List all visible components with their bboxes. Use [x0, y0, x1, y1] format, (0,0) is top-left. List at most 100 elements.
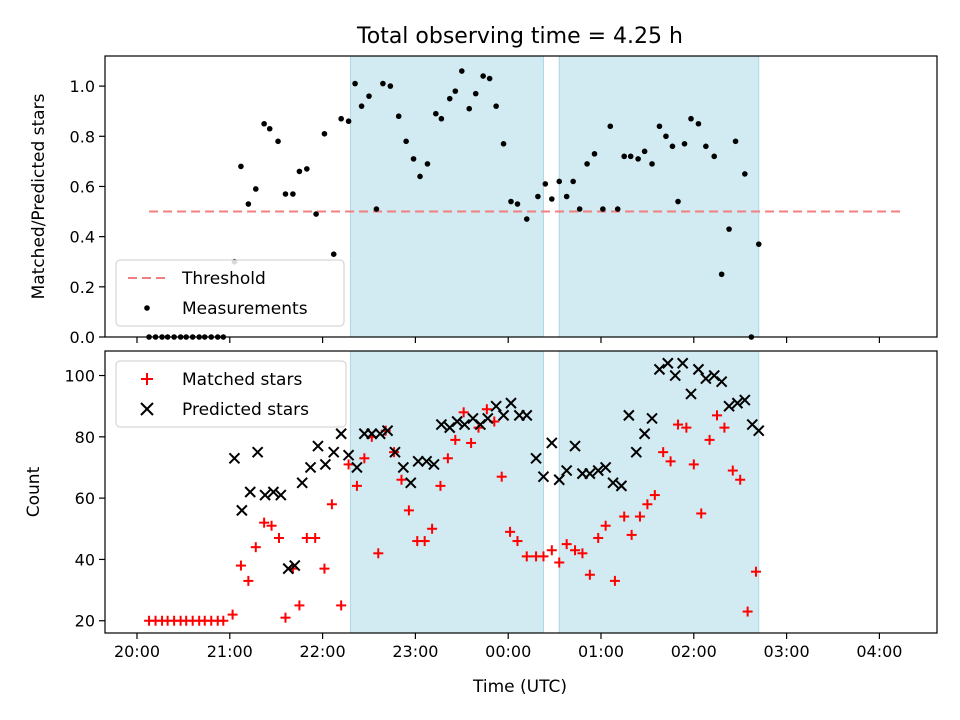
measurement-point — [486, 75, 493, 82]
matched-point — [577, 548, 588, 559]
measurement-point — [352, 80, 358, 87]
measurement-point — [304, 166, 310, 172]
x-tick-label: 20:00 — [114, 642, 160, 661]
predicted-point — [236, 504, 248, 517]
measurement-point — [542, 181, 549, 187]
predicted-point — [592, 464, 604, 477]
y-tick-label: 40 — [75, 550, 95, 569]
matched-point — [584, 569, 595, 580]
measurement-point — [711, 153, 718, 160]
matched-point — [373, 548, 384, 559]
matched-point — [712, 410, 722, 421]
predicted-point — [715, 375, 728, 388]
legend-predicted-swatch — [140, 402, 154, 416]
measurement-point — [275, 138, 281, 145]
y-tick-label: 0.0 — [70, 328, 95, 347]
measurement-point — [649, 161, 655, 167]
predicted-point — [275, 489, 287, 501]
measurement-point — [755, 241, 762, 247]
measurement-point — [380, 80, 386, 87]
measurement-point — [433, 110, 439, 117]
legend-matched-swatch — [141, 373, 153, 385]
matched-point — [427, 523, 438, 534]
matched-point — [658, 447, 669, 458]
measurement-point — [663, 133, 669, 140]
measurement-point — [410, 156, 417, 162]
predicted-point — [630, 446, 642, 458]
predicted-point — [397, 461, 410, 474]
measurement-point — [614, 206, 621, 212]
measurement-point — [607, 123, 614, 130]
measurement-point — [330, 251, 337, 258]
measurement-point — [387, 83, 394, 89]
predicted-point — [521, 409, 533, 422]
predicted-point — [685, 388, 697, 400]
matched-point — [250, 542, 261, 553]
measurement-point — [438, 115, 445, 122]
predicted-point — [351, 461, 363, 474]
measurement-point — [576, 206, 583, 212]
predicted-point — [267, 486, 280, 498]
shaded-interval — [349, 350, 544, 634]
predicted-point — [569, 440, 581, 452]
matched-point — [218, 615, 229, 626]
predicted-point — [599, 461, 612, 474]
measurement-point — [472, 90, 479, 97]
measurement-point — [338, 115, 344, 122]
measurement-point — [266, 125, 273, 132]
matched-point — [593, 532, 604, 543]
x-tick-label: 21:00 — [207, 642, 253, 661]
matched-point — [481, 404, 492, 415]
y-tick-label: 0.8 — [70, 127, 95, 146]
predicted-point — [319, 458, 332, 471]
measurement-point — [514, 201, 521, 207]
measurement-point — [321, 130, 328, 137]
matched-point — [626, 529, 637, 540]
measurement-point — [695, 120, 702, 127]
x-tick-label: 23:00 — [392, 642, 438, 661]
predicted-point — [700, 372, 712, 385]
legend-measurement-swatch — [144, 305, 150, 311]
legend-label: Matched stars — [182, 370, 302, 390]
matched-point — [634, 511, 645, 522]
predicted-point — [731, 397, 744, 409]
legend-label: Threshold — [181, 269, 266, 289]
shaded-interval — [349, 55, 544, 338]
matched-point — [619, 511, 630, 522]
matched-point — [450, 434, 461, 445]
y-tick-label: 0.6 — [70, 177, 95, 196]
predicted-point — [304, 461, 317, 474]
measurement-point — [627, 153, 634, 160]
predicted-point — [553, 474, 565, 486]
matched-point — [496, 471, 507, 482]
predicted-point — [435, 418, 448, 431]
predicted-point — [289, 559, 301, 572]
measurement-point — [726, 226, 732, 232]
measurement-point — [366, 93, 372, 99]
matched-point — [642, 499, 653, 510]
predicted-point — [251, 446, 264, 458]
matched-point — [750, 566, 761, 577]
axes-frame — [104, 350, 938, 634]
measurement-point — [358, 103, 365, 109]
predicted-point — [638, 428, 651, 440]
y-tick-label: 60 — [75, 489, 95, 508]
predicted-point — [328, 446, 340, 458]
measurement-point — [563, 193, 570, 200]
legend: Matched stars Predicted stars — [115, 360, 347, 428]
y-tick-label: 100 — [64, 367, 95, 386]
measurement-point — [282, 191, 289, 197]
measurement-point — [535, 193, 541, 200]
matched-point — [681, 422, 692, 433]
predicted-point — [537, 470, 550, 483]
matched-point — [688, 459, 699, 470]
matched-point — [727, 465, 738, 476]
matched-point — [521, 551, 532, 562]
measurement-point — [675, 198, 681, 205]
predicted-point — [482, 412, 494, 425]
matched-point — [435, 480, 446, 491]
legend-label: Predicted stars — [182, 400, 309, 420]
legend-box — [115, 259, 345, 327]
matched-point — [336, 600, 347, 611]
matched-point — [458, 407, 469, 418]
